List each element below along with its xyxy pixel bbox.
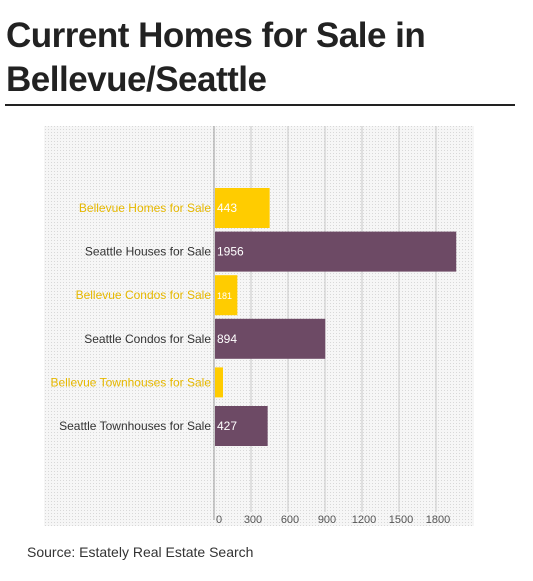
x-tick-labels: 0 300 600 900 1200 1500 1800 xyxy=(216,514,450,526)
value-label: 181 xyxy=(217,291,232,301)
x-tick-label: 1800 xyxy=(426,514,450,526)
chart-title: Current Homes for Sale in Bellevue/Seatt… xyxy=(6,16,426,99)
bar xyxy=(215,231,457,272)
x-tick-label: 300 xyxy=(244,514,262,526)
bar xyxy=(215,275,238,316)
value-label: 1956 xyxy=(217,245,244,259)
x-tick-label: 600 xyxy=(281,514,299,526)
x-tick-label: 1200 xyxy=(352,514,376,526)
bar xyxy=(215,367,223,398)
value-labels: 443 1956 181 894 427 xyxy=(217,201,244,433)
x-tick-label: 0 xyxy=(216,514,222,526)
bars xyxy=(215,188,457,446)
category-label: Seattle Houses for Sale xyxy=(85,245,211,259)
source-note: Source: Estately Real Estate Search xyxy=(27,544,254,560)
value-label: 427 xyxy=(217,419,237,433)
value-label: 894 xyxy=(217,332,237,346)
bar-chart: Bellevue Homes for Sale Seattle Houses fo… xyxy=(44,126,474,526)
category-label: Seattle Townhouses for Sale xyxy=(59,419,211,433)
value-label: 443 xyxy=(217,201,237,215)
title-divider xyxy=(5,104,515,106)
x-tick-label: 1500 xyxy=(389,514,413,526)
category-labels: Bellevue Homes for Sale Seattle Houses fo… xyxy=(50,201,211,433)
bar xyxy=(215,406,268,446)
category-label: Bellevue Condos for Sale xyxy=(76,288,212,302)
bar xyxy=(215,318,326,359)
x-tick-label: 900 xyxy=(318,514,336,526)
bar xyxy=(215,188,270,228)
category-label: Bellevue Townhouses for Sale xyxy=(50,375,211,389)
category-label: Bellevue Homes for Sale xyxy=(79,201,211,215)
category-label: Seattle Condos for Sale xyxy=(84,332,211,346)
